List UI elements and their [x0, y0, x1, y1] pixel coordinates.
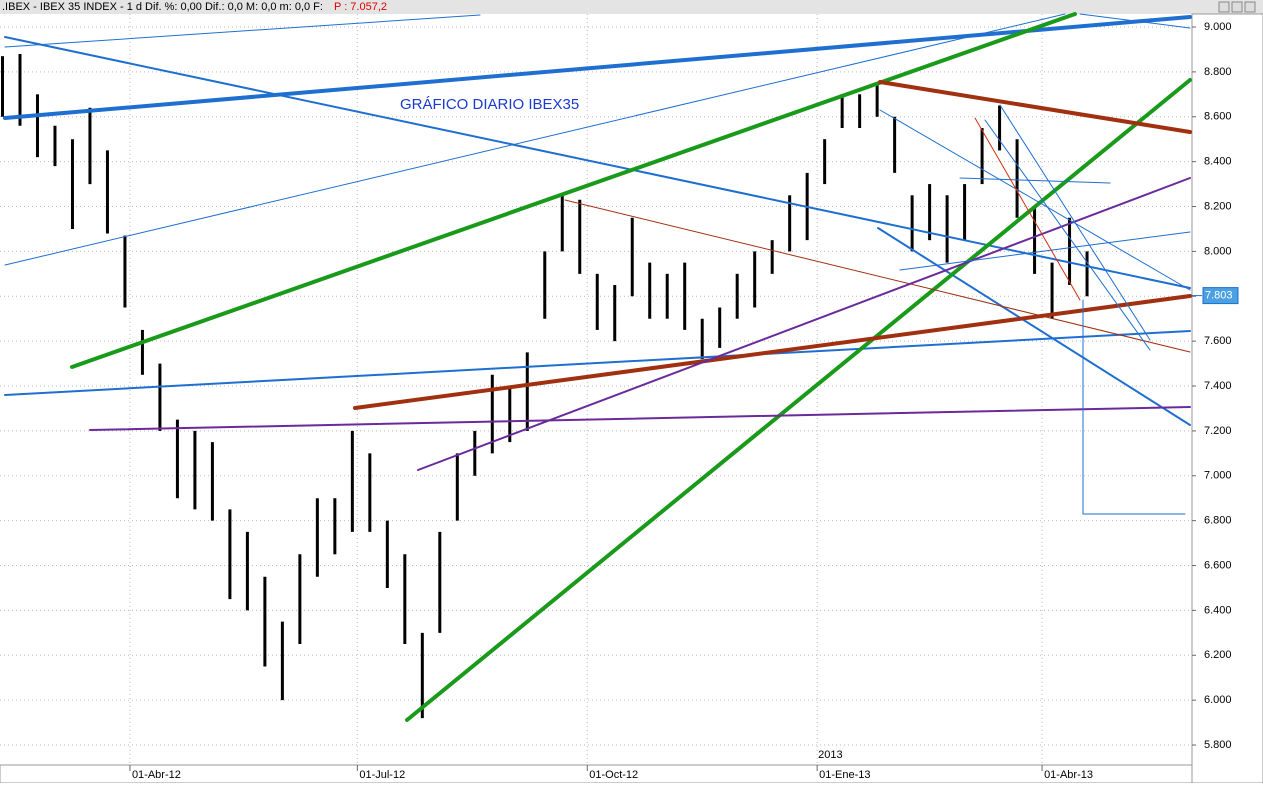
- trendline: [564, 199, 1191, 353]
- trendline: [959, 177, 1111, 184]
- trendline: [899, 231, 1191, 271]
- minimize-button[interactable]: [1218, 1, 1230, 13]
- trendline: [4, 36, 1191, 289]
- price-bars: [0, 53, 1089, 719]
- x-tick-label: 01-Jul-12: [359, 769, 405, 781]
- trendline: [879, 109, 1191, 291]
- axes: 5.800 6.000 6.200 6.400 6.600 6.800 7.000 7.200…: [129, 21, 1239, 781]
- y-tick-label: 8.200: [1204, 200, 1232, 212]
- y-axis-panel: [1191, 13, 1263, 784]
- y-tick-label: 8.800: [1204, 66, 1232, 78]
- y-tick-label: 7.600: [1204, 335, 1232, 347]
- y-tick-label: 6.400: [1204, 604, 1232, 616]
- x-tick-label: 01-Abr-12: [132, 769, 181, 781]
- trendline: [405, 78, 1192, 722]
- y-tick-label: 7.400: [1204, 380, 1232, 392]
- close-button[interactable]: [1244, 1, 1256, 13]
- header-title: .IBEX - IBEX 35 INDEX - 1 d Dif. %: 0,00…: [2, 1, 323, 13]
- trendline: [3, 15, 1192, 120]
- y-tick-label: 6.000: [1204, 694, 1232, 706]
- trendline: [877, 227, 1191, 426]
- x-tick-label: 01-Ene-13: [819, 769, 870, 781]
- trendline: [999, 104, 1151, 341]
- y-tick-label: 8.600: [1204, 111, 1232, 123]
- trendlines: [3, 12, 1192, 722]
- last-value-label: 7.803: [1205, 290, 1233, 302]
- y-tick-label: 7.200: [1204, 425, 1232, 437]
- trendline: [70, 12, 1077, 369]
- y-tick-label: 8.000: [1204, 245, 1232, 257]
- target-box: [1082, 299, 1186, 515]
- trendline: [353, 294, 1192, 410]
- last-value-box: [1202, 287, 1239, 305]
- trendline: [4, 13, 1066, 266]
- year-label: 2013: [818, 749, 842, 761]
- window-buttons: [1218, 1, 1256, 13]
- maximize-button[interactable]: [1231, 1, 1243, 13]
- y-tick-label: 5.800: [1204, 739, 1232, 751]
- x-tick-label: 01-Abr-13: [1044, 769, 1093, 781]
- trendline: [878, 80, 1192, 134]
- header-bar: [0, 0, 1263, 14]
- trendline: [974, 117, 1081, 301]
- trendline: [89, 406, 1191, 431]
- trendline: [4, 14, 481, 48]
- trendline: [984, 119, 1151, 351]
- y-tick-label: 7.000: [1204, 470, 1232, 482]
- y-tick-label: 8.400: [1204, 156, 1232, 168]
- x-tick-label: 01-Oct-12: [589, 769, 638, 781]
- y-tick-label: 6.200: [1204, 649, 1232, 661]
- y-tick-label: 9.000: [1204, 21, 1232, 33]
- y-tick-label: 6.800: [1204, 515, 1232, 527]
- header-price: P : 7.057,2: [334, 1, 387, 13]
- trendline: [4, 330, 1191, 396]
- chart-title: GRÁFICO DIARIO IBEX35: [400, 96, 579, 113]
- y-tick-label: 6.600: [1204, 559, 1232, 571]
